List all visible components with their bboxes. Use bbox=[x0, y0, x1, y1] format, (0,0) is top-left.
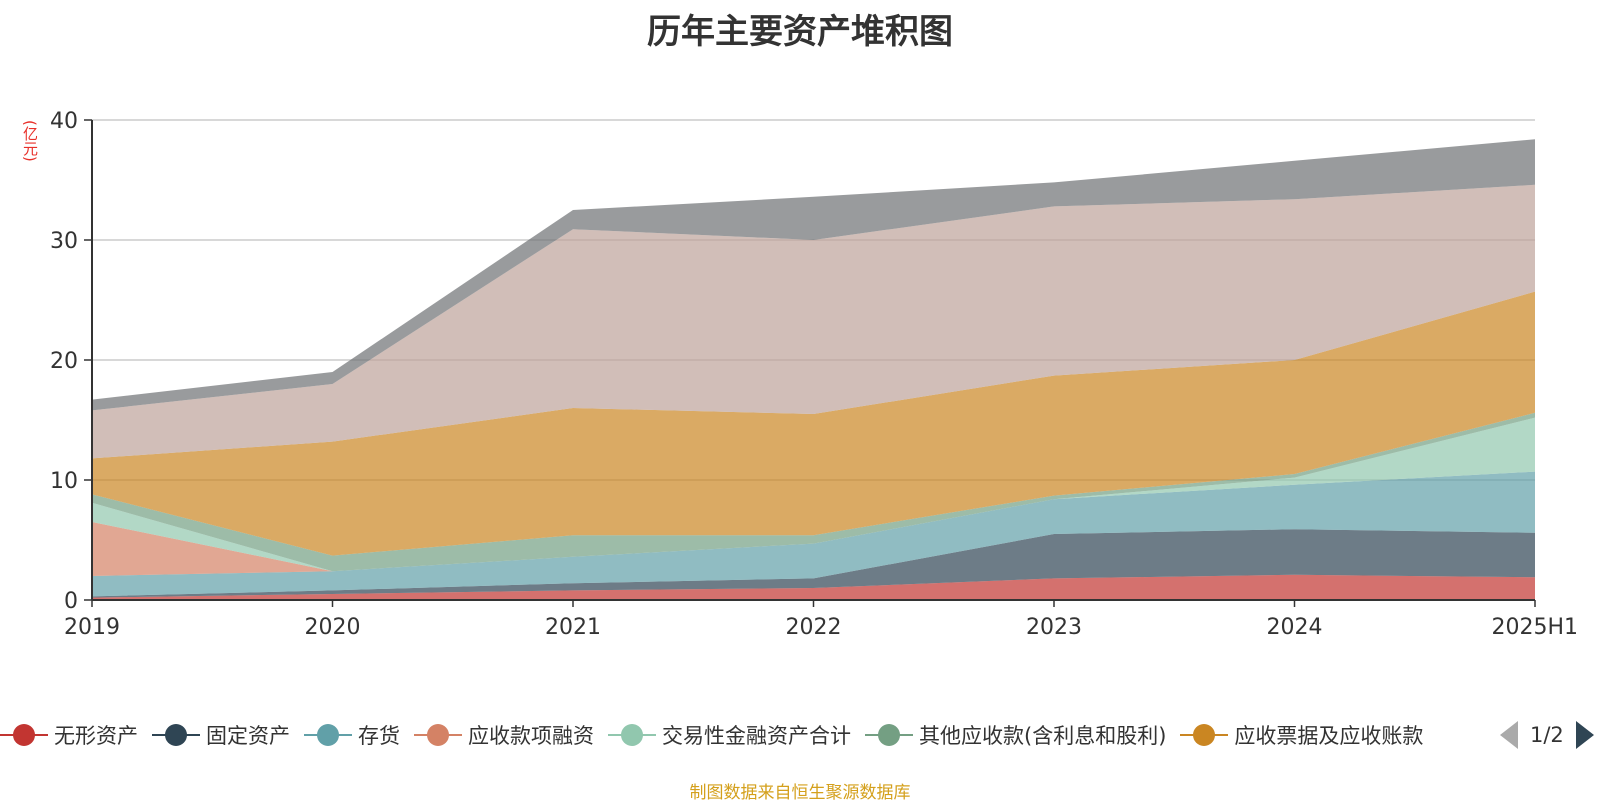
legend-label: 应收票据及应收账款 bbox=[1234, 724, 1424, 748]
area-series-1 bbox=[92, 529, 1535, 598]
legend-label: 交易性金融资产合计 bbox=[662, 724, 851, 748]
legend-marker-icon bbox=[1180, 723, 1229, 747]
legend-marker-icon bbox=[152, 723, 200, 747]
legend-item[interactable]: 交易性金融资产合计 bbox=[608, 720, 851, 750]
x-tick-label: 2019 bbox=[64, 615, 120, 640]
x-tick-label: 2023 bbox=[1026, 615, 1082, 640]
legend-item[interactable]: 应收票据及应收账款 bbox=[1180, 720, 1423, 750]
legend-label: 存货 bbox=[358, 724, 400, 748]
area-layer bbox=[92, 139, 1535, 600]
y-tick-label: 10 bbox=[50, 469, 78, 494]
legend-label: 其他应收款(含利息和股利) bbox=[919, 724, 1167, 748]
y-tick-label: 20 bbox=[50, 349, 78, 374]
legend-marker-icon bbox=[0, 723, 48, 747]
y-axis-unit-label: (亿元) bbox=[21, 120, 39, 162]
legend-marker-icon bbox=[414, 723, 462, 747]
area-series-5 bbox=[92, 412, 1535, 572]
pager-prev-icon[interactable] bbox=[1500, 721, 1518, 749]
x-tick-label: 2022 bbox=[786, 615, 842, 640]
y-tick-label: 40 bbox=[50, 109, 78, 134]
legend-label: 固定资产 bbox=[206, 724, 290, 748]
legend-item[interactable]: 其他应收款(含利息和股利) bbox=[865, 720, 1166, 750]
y-tick-label: 30 bbox=[50, 229, 78, 254]
legend-label: 应收款项融资 bbox=[468, 724, 594, 748]
data-source-footer: 制图数据来自恒生聚源数据库 bbox=[689, 783, 911, 803]
legend-item[interactable]: 无形资产 bbox=[0, 720, 138, 750]
legend-marker-icon bbox=[608, 723, 656, 747]
legend-item[interactable]: 存货 bbox=[304, 720, 400, 750]
area-series-2 bbox=[92, 471, 1535, 597]
area-series-7 bbox=[92, 184, 1535, 459]
pager-next-icon[interactable] bbox=[1575, 721, 1594, 749]
area-series-8 bbox=[92, 139, 1535, 411]
area-series-3 bbox=[92, 471, 1535, 576]
x-tick-label: 2021 bbox=[545, 615, 601, 640]
area-series-0 bbox=[92, 574, 1535, 600]
x-tick-label: 2020 bbox=[305, 615, 361, 640]
area-series-6 bbox=[92, 291, 1535, 556]
x-tick-label: 2024 bbox=[1267, 615, 1323, 640]
stacked-area-chart: 0 10 20 30 40 2019 2020 2021 2022 2023 2024 2025H1 bbox=[50, 109, 1578, 640]
axis-layer: 0 10 20 30 40 2019 2020 2021 2022 2023 2024 2025H1 bbox=[50, 109, 1578, 640]
y-tick-label: 0 bbox=[64, 589, 78, 614]
legend-label: 无形资产 bbox=[54, 724, 138, 748]
legend-marker-icon bbox=[865, 723, 913, 747]
legend-item[interactable]: 应收款项融资 bbox=[414, 720, 594, 750]
legend-marker-icon bbox=[304, 723, 352, 747]
legend-pager: 1/2 bbox=[1500, 720, 1594, 750]
chart-title: 历年主要资产堆积图 bbox=[647, 12, 953, 52]
legend: 无形资产 固定资产 存货 应收款项融资 交易性金融资产合计 其他应收款(含利息和股利) 应收… bbox=[0, 720, 1600, 750]
legend-items: 无形资产 固定资产 存货 应收款项融资 交易性金融资产合计 其他应收款(含利息和股利) 应收… bbox=[0, 720, 1482, 750]
legend-item[interactable]: 固定资产 bbox=[152, 720, 290, 750]
x-tick-label: 2025H1 bbox=[1491, 615, 1578, 640]
pager-text: 1/2 bbox=[1530, 723, 1564, 747]
